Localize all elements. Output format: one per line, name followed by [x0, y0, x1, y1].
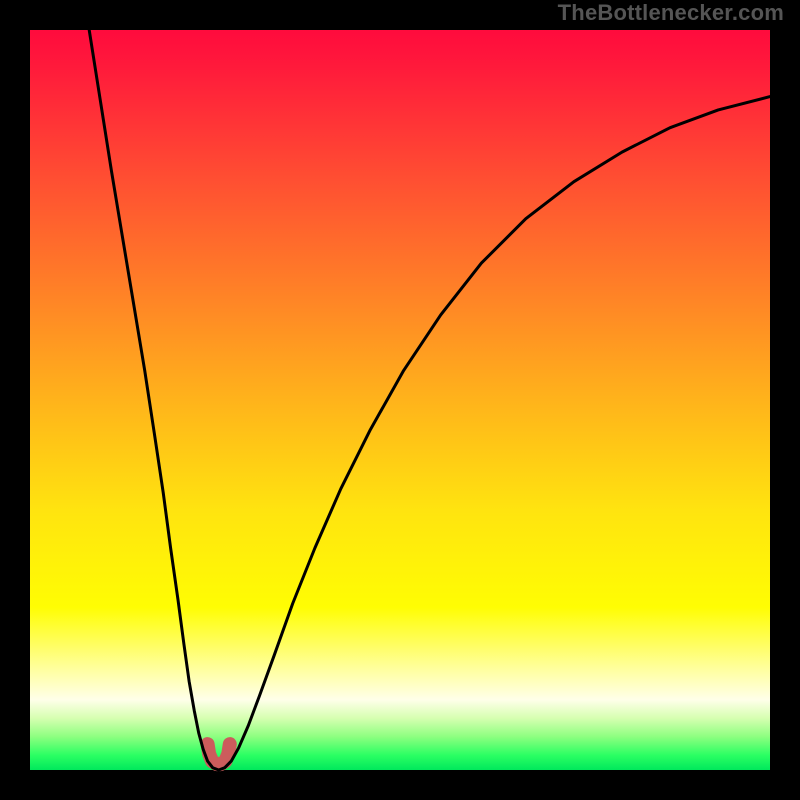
- chart-container: TheBottlenecker.com: [0, 0, 800, 800]
- bottleneck-chart: [0, 0, 800, 800]
- plot-background: [30, 30, 770, 770]
